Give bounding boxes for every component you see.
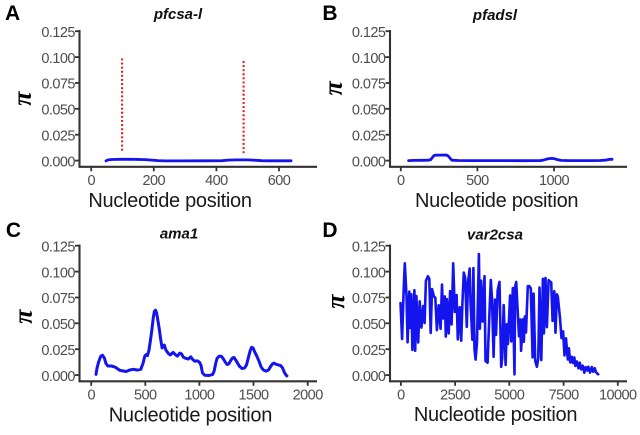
svg-text:0.050: 0.050 <box>352 103 386 119</box>
svg-text:Nucleotide position: Nucleotide position <box>415 190 578 212</box>
svg-text:0: 0 <box>87 173 95 189</box>
svg-text:0.025: 0.025 <box>352 343 386 359</box>
svg-text:π: π <box>318 80 347 95</box>
svg-text:1000: 1000 <box>539 173 570 189</box>
svg-text:0.075: 0.075 <box>352 291 386 307</box>
svg-text:π: π <box>321 294 350 309</box>
svg-text:500: 500 <box>466 173 489 189</box>
svg-text:Nucleotide position: Nucleotide position <box>109 405 272 427</box>
svg-text:7500: 7500 <box>549 387 580 403</box>
svg-text:500: 500 <box>134 387 157 403</box>
svg-text:0.025: 0.025 <box>41 128 75 144</box>
svg-text:0.000: 0.000 <box>352 369 386 385</box>
svg-text:Nucleotide position: Nucleotide position <box>88 190 251 212</box>
svg-text:10000: 10000 <box>599 387 637 403</box>
svg-text:600: 600 <box>268 173 291 189</box>
svg-text:0.075: 0.075 <box>41 291 75 307</box>
svg-text:0.050: 0.050 <box>352 317 386 333</box>
svg-text:400: 400 <box>205 173 228 189</box>
svg-text:0.025: 0.025 <box>41 343 75 359</box>
svg-text:π: π <box>9 309 38 324</box>
svg-text:B: B <box>322 2 337 25</box>
svg-text:0.100: 0.100 <box>41 265 75 281</box>
svg-text:0.000: 0.000 <box>41 369 75 385</box>
svg-text:0.100: 0.100 <box>41 51 75 67</box>
svg-text:0: 0 <box>87 387 95 403</box>
svg-text:1000: 1000 <box>184 387 215 403</box>
svg-text:D: D <box>322 219 337 242</box>
svg-text:A: A <box>5 2 20 25</box>
svg-text:Nucleotide position: Nucleotide position <box>414 404 577 426</box>
svg-text:0.050: 0.050 <box>41 317 75 333</box>
svg-text:0.050: 0.050 <box>41 103 75 119</box>
svg-text:0.075: 0.075 <box>41 77 75 93</box>
svg-text:2500: 2500 <box>440 387 471 403</box>
svg-text:0.100: 0.100 <box>352 265 386 281</box>
svg-text:0.125: 0.125 <box>352 25 386 41</box>
svg-text:π: π <box>8 91 37 106</box>
svg-text:pfadsl: pfadsl <box>472 7 518 24</box>
svg-text:200: 200 <box>143 173 166 189</box>
svg-text:2000: 2000 <box>293 387 324 403</box>
svg-text:var2csa: var2csa <box>467 226 523 243</box>
svg-text:0.000: 0.000 <box>41 154 75 170</box>
svg-text:5000: 5000 <box>494 387 525 403</box>
svg-text:ama1: ama1 <box>160 226 198 243</box>
svg-text:1500: 1500 <box>238 387 269 403</box>
svg-text:0.025: 0.025 <box>352 128 386 144</box>
svg-text:0: 0 <box>397 173 405 189</box>
svg-text:0.000: 0.000 <box>352 154 386 170</box>
svg-text:0.075: 0.075 <box>352 77 386 93</box>
svg-text:0.125: 0.125 <box>41 239 75 255</box>
svg-text:C: C <box>6 219 21 242</box>
svg-text:0.100: 0.100 <box>352 51 386 67</box>
svg-text:0.125: 0.125 <box>41 25 75 41</box>
svg-text:0.125: 0.125 <box>352 239 386 255</box>
svg-text:pfcsa-l: pfcsa-l <box>153 6 203 23</box>
svg-text:0: 0 <box>397 387 405 403</box>
